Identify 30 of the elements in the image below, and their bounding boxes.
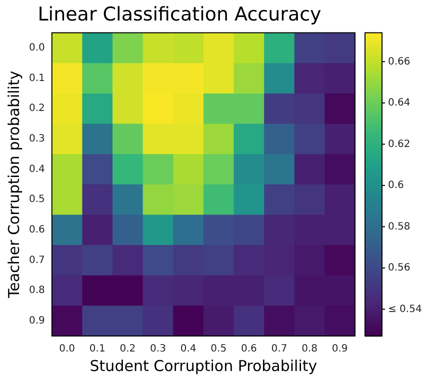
- y-tick-label: 0.8: [28, 285, 45, 296]
- color-bar-label: 0.64: [388, 98, 410, 109]
- color-bar-label: 0.6: [388, 180, 404, 192]
- chart-title: Linear Classification Accuracy: [38, 3, 322, 26]
- y-tick-label: 0.0: [28, 42, 45, 54]
- x-tick-label: 0.2: [120, 344, 136, 355]
- y-tick-label: 0.2: [28, 103, 45, 114]
- y-tick-label: 0.9: [28, 315, 45, 326]
- x-tick-label: 0.8: [302, 344, 318, 355]
- y-tick-label: 0.6: [28, 224, 45, 236]
- color-bar-label: 0.66: [388, 56, 410, 68]
- color-bar-label: ≤ 0.54: [388, 304, 422, 315]
- x-tick-label: 0.6: [240, 344, 257, 355]
- y-axis-title: Teacher Corruption probability: [4, 70, 23, 300]
- x-tick-label: 0.0: [59, 344, 76, 355]
- color-bar-label: 0.62: [388, 138, 410, 150]
- y-tick-label: 0.3: [28, 134, 45, 145]
- x-tick-label: 0.1: [89, 344, 106, 355]
- y-tick-label: 0.1: [28, 72, 45, 84]
- y-tick-label: 0.7: [28, 254, 45, 266]
- x-tick-label: 0.3: [150, 344, 166, 355]
- x-tick-label: 0.4: [180, 344, 196, 355]
- y-tick-label: 0.5: [28, 194, 45, 206]
- x-tick-label: 0.7: [271, 344, 288, 355]
- x-tick-label: 0.9: [332, 344, 348, 355]
- x-axis-title: Student Corruption Probability: [90, 356, 318, 375]
- y-tick-label: 0.4: [28, 164, 45, 175]
- color-bar-label: 0.58: [388, 221, 410, 232]
- x-tick-label: 0.5: [210, 344, 227, 355]
- color-bar-label: 0.56: [388, 262, 410, 274]
